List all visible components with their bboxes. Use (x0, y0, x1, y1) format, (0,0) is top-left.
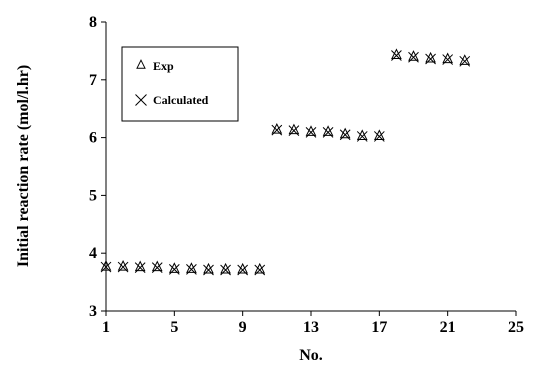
exp-point (117, 259, 129, 271)
x-tick-label: 17 (371, 319, 387, 336)
series-calculated (100, 50, 471, 276)
exp-point (254, 262, 266, 274)
calculated-point (100, 261, 112, 273)
exp-point (169, 262, 180, 273)
exp-point (374, 129, 385, 140)
y-tick-label: 6 (89, 130, 97, 147)
exp-point (425, 51, 436, 63)
legend-label-calculated: Calculated (153, 93, 209, 107)
calculated-point (237, 264, 249, 276)
calculated-point (151, 262, 163, 274)
legend: Exp Calculated (121, 46, 239, 122)
calculated-point (356, 131, 368, 142)
calculated-point (408, 51, 419, 63)
exp-point (356, 129, 368, 140)
data-marks (100, 48, 471, 276)
y-tick-label: 3 (89, 303, 97, 320)
exp-point (151, 260, 163, 272)
exp-point (220, 262, 231, 274)
exp-point (391, 48, 402, 60)
exp-point (100, 259, 112, 271)
legend-triangle-marker (136, 59, 146, 69)
legend-marker-exp (136, 59, 146, 69)
x-axis-title: No. (299, 347, 323, 364)
calculated-point (425, 53, 436, 65)
calculated-point (254, 264, 266, 276)
legend-label-exp: Exp (153, 59, 174, 73)
calculated-point (203, 264, 214, 276)
legend-x-marker (135, 94, 147, 106)
calculated-point (305, 127, 317, 138)
series-exp (100, 48, 471, 274)
y-ticks: 3 4 5 6 7 8 (89, 14, 106, 320)
exp-point (459, 54, 471, 65)
x-tick-label: 9 (239, 319, 247, 336)
y-axis-title: Initial reaction rate (mol/l.hr) (15, 65, 32, 267)
exp-point (339, 127, 351, 139)
exp-point (322, 125, 334, 136)
calculated-point (288, 125, 300, 137)
exp-point (203, 262, 214, 274)
exp-point (134, 260, 146, 272)
calculated-point (186, 264, 197, 275)
y-tick-label: 7 (89, 72, 97, 89)
calculated-point (373, 131, 385, 142)
calculated-point (442, 54, 454, 65)
exp-point (186, 262, 197, 273)
exp-point (305, 125, 317, 136)
calculated-point (391, 50, 402, 61)
exp-point (408, 50, 419, 61)
x-ticks: 1 5 9 13 17 21 25 (102, 311, 524, 336)
calculated-point (117, 261, 129, 273)
x-tick-label: 25 (508, 319, 524, 336)
calculated-point (322, 127, 334, 138)
legend-box (121, 46, 239, 122)
exp-point (237, 262, 248, 274)
calculated-point (220, 264, 231, 276)
calculated-point (339, 129, 351, 141)
x-tick-label: 21 (440, 319, 456, 336)
y-tick-label: 4 (89, 245, 97, 262)
calculated-point (271, 124, 283, 136)
x-tick-label: 5 (170, 319, 178, 336)
legend-marker-calculated (135, 94, 147, 106)
y-tick-label: 5 (89, 187, 97, 204)
exp-point (288, 123, 300, 135)
calculated-point (134, 262, 146, 274)
y-tick-label: 8 (89, 14, 97, 31)
exp-point (271, 122, 283, 134)
calculated-point (459, 55, 471, 67)
calculated-point (168, 264, 180, 275)
x-tick-label: 1 (102, 319, 110, 336)
exp-point (442, 52, 453, 64)
x-tick-label: 13 (303, 319, 319, 336)
